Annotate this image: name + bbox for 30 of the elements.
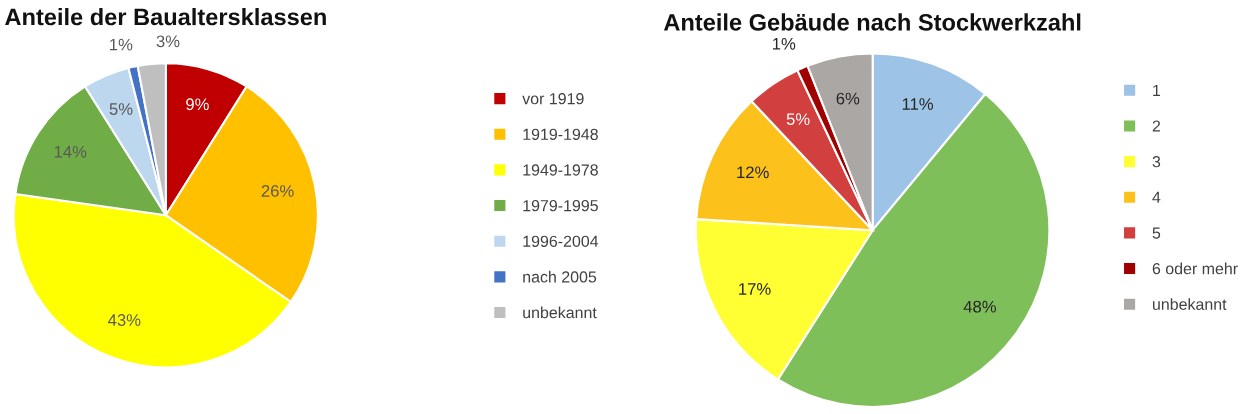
legend-label: unbekannt (1153, 298, 1227, 310)
data-label: 11% (902, 98, 934, 110)
data-label: 14% (54, 145, 87, 158)
legend-label: vor 1919 (522, 93, 584, 105)
data-label: 26% (261, 185, 294, 197)
data-label: 1% (773, 38, 796, 50)
data-label: 3% (156, 35, 180, 48)
legend-label: 5 (1152, 227, 1161, 239)
legend-label: 1996-2004 (523, 235, 599, 247)
data-label: 12% (737, 166, 769, 179)
legend-label: 1 (1153, 84, 1161, 96)
data-label: 6% (836, 92, 860, 105)
data-label: 1% (110, 38, 133, 51)
chart-title: Anteile der Baualtersklassen (5, 7, 326, 26)
data-label: 9% (186, 98, 209, 111)
data-label: 43% (108, 314, 141, 326)
legend-label: nach 2005 (523, 270, 597, 283)
legend-label: 2 (1152, 120, 1161, 132)
legend-label: 1919-1948 (523, 128, 598, 140)
data-label: 5% (786, 113, 810, 126)
chart-title: Anteile Gebäude nach Stockwerkzahl (663, 13, 1081, 31)
legend-label: 3 (1152, 156, 1161, 168)
legend-label: 1949-1978 (523, 164, 598, 176)
data-label: 48% (963, 300, 996, 313)
data-label: 5% (109, 103, 133, 115)
legend-label: 4 (1152, 191, 1161, 203)
legend-label: 6 oder mehr (1152, 262, 1238, 275)
data-label: 17% (739, 283, 771, 295)
legend-label: 1979-1995 (523, 199, 598, 212)
legend-label: unbekannt (523, 306, 597, 319)
